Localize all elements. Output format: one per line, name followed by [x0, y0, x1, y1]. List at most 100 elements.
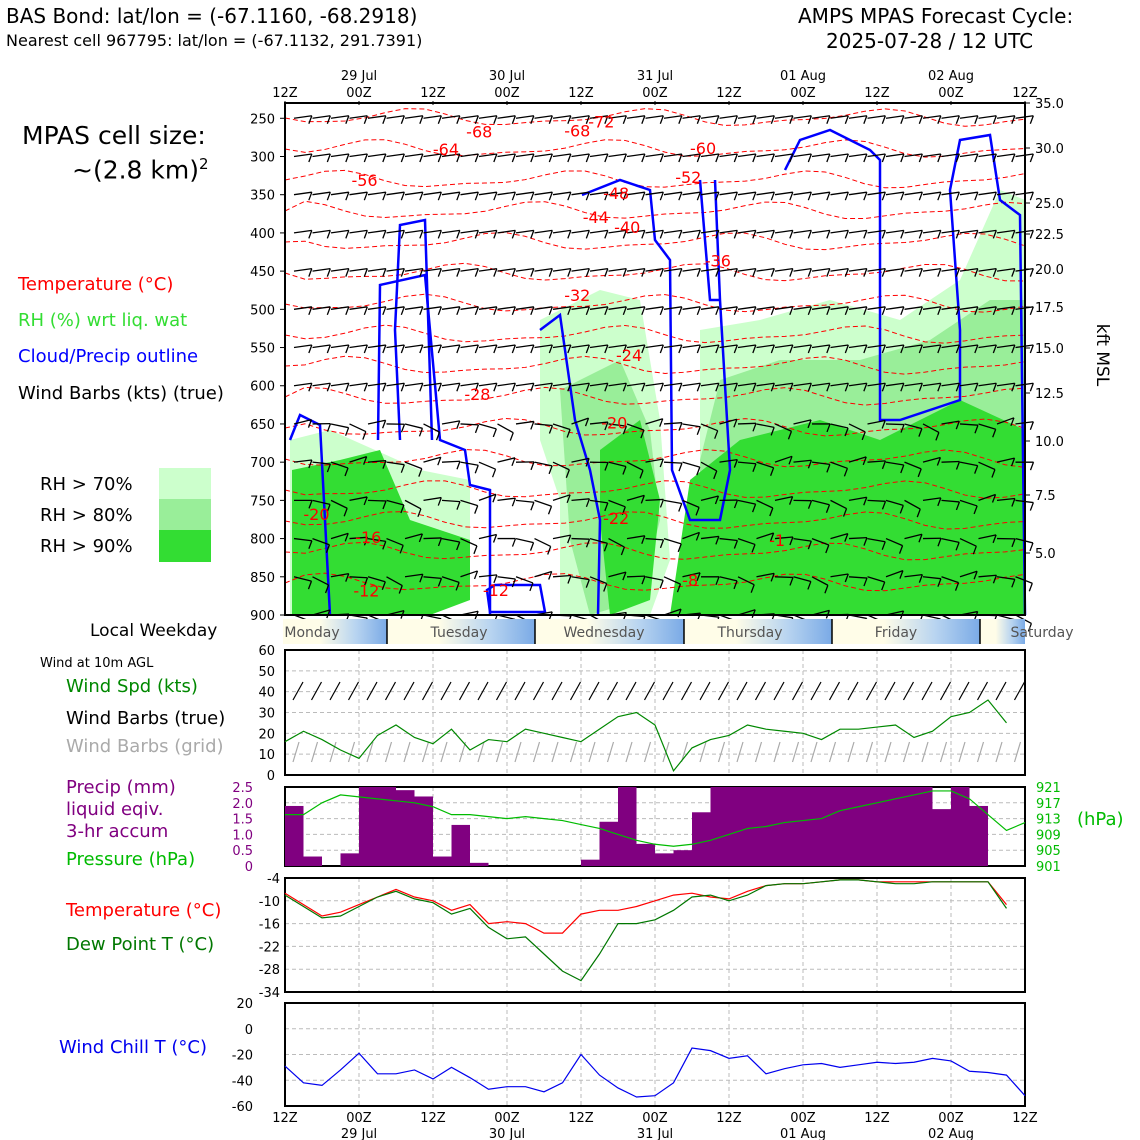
- wind-barb-flag: [770, 191, 775, 201]
- wind-barb-flag: [491, 468, 497, 478]
- pressure-tick-label: 900: [250, 609, 275, 624]
- wind-barb-flag: [695, 507, 700, 516]
- kft-tick-label: 20.0: [1035, 263, 1064, 278]
- wind-barb-staff: [756, 382, 775, 387]
- cloud-outline-path: [581, 178, 732, 522]
- wind-barb-flag: [955, 153, 960, 163]
- wind-barb-staff: [571, 537, 590, 540]
- wind-barb-grid: [773, 741, 781, 763]
- wind-barb-flag: [900, 153, 905, 163]
- wind-barb-staff: [608, 382, 627, 387]
- wind-barb-staff: [941, 267, 960, 272]
- wind-barb-flag: [881, 460, 887, 470]
- wind-barb-staff: [848, 229, 867, 234]
- wind-barb-flag: [585, 538, 591, 548]
- wind-barb-staff: [682, 423, 701, 428]
- temperature-contour-label: -36: [705, 251, 731, 270]
- wind-barb-flag: [696, 426, 701, 435]
- wind-barb-staff: [719, 344, 738, 349]
- wind-barb-flag: [844, 533, 849, 542]
- kft-tick-label: 7.5: [1035, 489, 1056, 504]
- wind-barb-flag: [641, 344, 646, 354]
- precip-bar: [914, 787, 933, 866]
- wind-barb-staff: [404, 229, 423, 234]
- wind-barb-flag: [326, 344, 331, 354]
- wind-barb-flag: [567, 115, 572, 125]
- wind-barb-true: [995, 681, 1007, 701]
- wind-barb-staff: [293, 229, 312, 234]
- wind-barb-staff: [682, 153, 701, 158]
- wind-barb-flag: [363, 456, 368, 465]
- wind-barb-flag: [863, 268, 868, 277]
- wind-barb-flag: [308, 268, 313, 277]
- wind-barb-staff: [959, 115, 978, 119]
- wind-barb-staff: [441, 420, 460, 425]
- wind-barb-staff: [978, 534, 997, 540]
- wind-barb-flag: [400, 230, 405, 239]
- wind-barb-staff: [811, 382, 830, 387]
- wind-barb-flag: [733, 419, 738, 428]
- wind-barb-flag: [862, 456, 867, 466]
- wind-barb-staff: [885, 423, 905, 426]
- wind-barb-flag: [326, 306, 331, 316]
- wind-barb-staff: [312, 306, 331, 310]
- wind-barb-flag: [696, 383, 701, 392]
- wind-barb-staff: [996, 153, 1015, 158]
- wind-barb-flag: [382, 230, 387, 239]
- wind-barb-flag: [844, 573, 849, 583]
- wind-barb-staff: [534, 344, 553, 349]
- wind-barb-flag: [824, 585, 829, 594]
- wind-barb-staff: [719, 418, 738, 425]
- wind-barb-grid: [495, 741, 504, 763]
- wind-barb-flag: [474, 505, 479, 514]
- wind-barb-flag: [991, 469, 996, 478]
- temperature-contour-label: -12: [483, 581, 509, 600]
- wind-barb-staff: [811, 153, 830, 158]
- temperature-contour-line: [284, 480, 1026, 499]
- wind-barb-true: [366, 681, 378, 701]
- wind-barb-staff: [904, 423, 923, 430]
- wind-barb-staff: [756, 153, 775, 158]
- temperature-contour-label: -72: [588, 112, 614, 131]
- wind-barb-staff: [608, 461, 627, 468]
- wind-barb-staff: [700, 423, 718, 432]
- pressure-axis-tick: 921: [1036, 781, 1061, 796]
- wind-barb-flag: [916, 508, 921, 518]
- wind-tick-label: 10: [258, 748, 275, 763]
- wind-barb-flag: [807, 460, 813, 469]
- wind-barb-flag: [789, 268, 794, 277]
- wind-barb-flag: [345, 230, 350, 239]
- wind-barb-flag: [992, 230, 997, 239]
- wind-barb-staff: [404, 573, 423, 578]
- wind-barb-staff: [645, 229, 664, 234]
- wind-barb-staff: [349, 115, 368, 119]
- wind-barb-flag: [918, 383, 923, 392]
- wind-barb-flag: [511, 344, 516, 354]
- wind-barb-flag: [529, 582, 534, 592]
- wind-barbs-true-legend: Wind Barbs (true): [66, 708, 226, 729]
- wind-barb-flag: [937, 578, 942, 587]
- kft-tick-label: 5.0: [1035, 547, 1056, 562]
- wind-tick-label: 40: [258, 686, 275, 701]
- wind-barb-true: [736, 681, 748, 701]
- wind-barb-staff: [663, 461, 683, 464]
- wind-barb-staff: [663, 267, 682, 272]
- bottom-time-tick: 12Z: [864, 1111, 890, 1126]
- wind-barb-flag: [326, 191, 331, 201]
- wind-barb-staff: [534, 306, 553, 310]
- wind-barb-flag: [437, 268, 442, 277]
- wind-barb-flag: [382, 383, 387, 392]
- wind-barb-flag: [918, 115, 923, 125]
- wind-barb-staff: [608, 267, 627, 272]
- wind-barb-flag: [935, 432, 940, 441]
- wind-barb-staff: [885, 229, 904, 234]
- wind-barb-staff: [404, 499, 422, 510]
- wind-barb-staff: [441, 229, 460, 234]
- wind-barb-flag: [937, 153, 942, 163]
- wind-barb-staff: [497, 576, 516, 580]
- cloud-outline-path: [485, 583, 547, 614]
- wind-barb-flag: [363, 383, 368, 392]
- wind-barb-true: [902, 681, 915, 701]
- wind-barb-staff: [663, 576, 681, 585]
- wind-barb-staff: [719, 306, 738, 310]
